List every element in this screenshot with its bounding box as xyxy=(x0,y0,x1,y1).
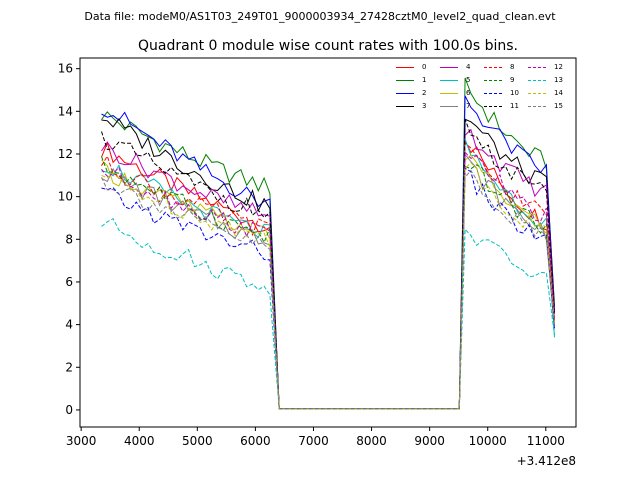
chart-title: Quadrant 0 module wise count rates with … xyxy=(138,38,518,54)
x-tick-label-1: 4000 xyxy=(124,434,155,448)
series-line-6 xyxy=(101,154,555,410)
series-line-5 xyxy=(101,138,555,410)
legend-label-4: 4 xyxy=(466,63,471,71)
chart-suptitle: Data file: modeM0/AS1T03_249T01_90000039… xyxy=(84,10,556,23)
legend: 0 1 2 3 4 5 6 7 8 9 10 11 12 13 14 15 xyxy=(390,62,574,118)
legend-label-0: 0 xyxy=(422,63,427,71)
y-tick-label-6: 12 xyxy=(58,147,73,161)
series-line-14 xyxy=(101,162,555,410)
legend-label-7: 7 xyxy=(466,102,471,110)
series-line-1 xyxy=(101,77,555,410)
legend-swatch-3 xyxy=(396,106,414,107)
series-line-3 xyxy=(101,118,555,410)
y-tick-label-7: 14 xyxy=(58,104,73,118)
legend-swatch-13 xyxy=(528,80,546,81)
x-tick-label-7: 10000 xyxy=(469,434,507,448)
legend-swatch-10 xyxy=(484,93,502,94)
series-line-7 xyxy=(101,153,555,410)
legend-swatch-4 xyxy=(440,67,458,68)
x-tick-label-4: 7000 xyxy=(298,434,329,448)
series-line-2 xyxy=(101,95,555,410)
x-tick-label-0: 3000 xyxy=(66,434,97,448)
legend-label-1: 1 xyxy=(422,76,427,84)
y-tick-label-0: 0 xyxy=(65,403,73,417)
series-line-9 xyxy=(101,156,555,410)
legend-label-5: 5 xyxy=(466,76,471,84)
series-line-15 xyxy=(101,169,555,410)
y-tick-label-4: 8 xyxy=(65,232,73,246)
series-layer xyxy=(101,77,555,410)
series-line-11 xyxy=(101,118,555,410)
legend-label-6: 6 xyxy=(466,89,471,97)
legend-swatch-6 xyxy=(440,93,458,94)
legend-label-15: 15 xyxy=(554,102,563,110)
axis-ticks: 3000 4000 5000 6000 7000 8000 9000 10000 11000 0 2… xyxy=(58,62,565,448)
x-tick-label-2: 5000 xyxy=(182,434,213,448)
legend-swatch-12 xyxy=(528,67,546,68)
legend-label-14: 14 xyxy=(554,89,563,97)
legend-swatch-7 xyxy=(440,106,458,107)
y-tick-label-5: 10 xyxy=(58,190,73,204)
x-tick-label-5: 8000 xyxy=(356,434,387,448)
x-offset-text: +3.412e8 xyxy=(517,454,576,468)
x-tick-label-8: 11000 xyxy=(527,434,565,448)
legend-label-2: 2 xyxy=(422,89,427,97)
series-line-12 xyxy=(101,151,555,410)
legend-swatch-15 xyxy=(528,106,546,107)
legend-label-11: 11 xyxy=(510,102,519,110)
series-line-13 xyxy=(101,218,555,410)
legend-label-3: 3 xyxy=(422,102,427,110)
y-tick-label-2: 4 xyxy=(65,318,73,332)
x-tick-label-3: 6000 xyxy=(240,434,271,448)
x-tick-label-6: 9000 xyxy=(414,434,445,448)
legend-swatch-5 xyxy=(440,80,458,81)
series-line-0 xyxy=(101,140,555,410)
y-tick-label-8: 16 xyxy=(58,62,73,76)
legend-swatch-0 xyxy=(396,67,414,68)
legend-swatch-8 xyxy=(484,67,502,68)
y-tick-label-3: 6 xyxy=(65,275,73,289)
legend-label-12: 12 xyxy=(554,63,563,71)
legend-label-9: 9 xyxy=(510,76,515,84)
plot-frame xyxy=(79,57,577,428)
legend-swatch-1 xyxy=(396,80,414,81)
y-tick-label-1: 2 xyxy=(65,360,73,374)
legend-swatch-2 xyxy=(396,93,414,94)
legend-label-8: 8 xyxy=(510,63,515,71)
legend-swatch-14 xyxy=(528,93,546,94)
legend-swatch-11 xyxy=(484,106,502,107)
legend-label-13: 13 xyxy=(554,76,563,84)
legend-label-10: 10 xyxy=(510,89,519,97)
legend-swatch-9 xyxy=(484,80,502,81)
